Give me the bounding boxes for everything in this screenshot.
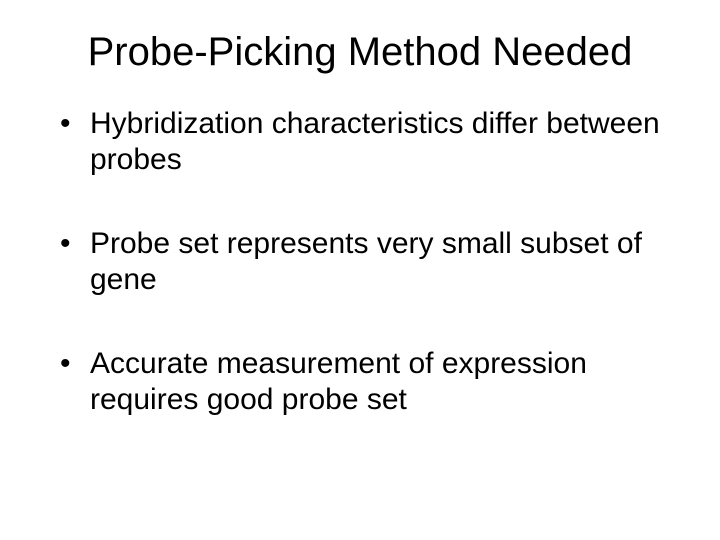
list-item: Hybridization characteristics differ bet… xyxy=(60,106,670,178)
slide: Probe-Picking Method Needed Hybridizatio… xyxy=(0,0,720,540)
slide-title: Probe-Picking Method Needed xyxy=(30,28,690,76)
bullet-list: Hybridization characteristics differ bet… xyxy=(60,106,670,418)
list-item: Accurate measurement of expression requi… xyxy=(60,346,670,418)
list-item: Probe set represents very small subset o… xyxy=(60,226,670,298)
